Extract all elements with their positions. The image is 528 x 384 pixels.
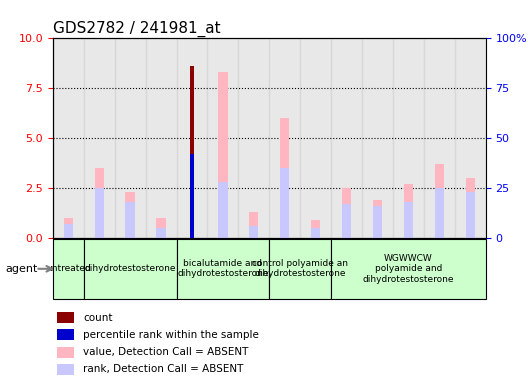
Bar — [57, 329, 74, 340]
Bar — [126, 192, 135, 238]
Bar — [393, 38, 424, 238]
Text: WGWWCW
polyamide and
dihydrotestosterone: WGWWCW polyamide and dihydrotestosterone — [363, 254, 454, 284]
Bar — [95, 188, 104, 238]
Bar — [342, 188, 351, 238]
Bar — [156, 228, 166, 238]
Bar — [404, 184, 413, 238]
Bar — [146, 38, 176, 238]
Text: dihydrotestosterone: dihydrotestosterone — [84, 264, 176, 273]
Bar — [466, 178, 475, 238]
Text: percentile rank within the sample: percentile rank within the sample — [83, 330, 259, 340]
Text: value, Detection Call = ABSENT: value, Detection Call = ABSENT — [83, 347, 249, 357]
Bar — [176, 38, 208, 238]
Bar — [126, 202, 135, 238]
Bar — [342, 204, 351, 238]
Bar — [311, 220, 320, 238]
Bar — [373, 206, 382, 238]
Text: GDS2782 / 241981_at: GDS2782 / 241981_at — [53, 21, 220, 37]
Bar — [424, 38, 455, 238]
Text: untreated: untreated — [46, 264, 91, 273]
Bar — [238, 38, 269, 238]
Bar — [57, 312, 74, 323]
Bar — [95, 168, 104, 238]
Bar — [455, 38, 486, 238]
Bar — [311, 228, 320, 238]
FancyBboxPatch shape — [84, 239, 176, 299]
Bar — [218, 72, 228, 238]
Bar — [115, 38, 146, 238]
Bar — [156, 218, 166, 238]
Bar — [218, 182, 228, 238]
FancyBboxPatch shape — [53, 239, 84, 299]
Text: count: count — [83, 313, 112, 323]
Bar — [57, 364, 74, 375]
FancyBboxPatch shape — [269, 239, 331, 299]
Bar — [300, 38, 331, 238]
Bar — [57, 347, 74, 358]
Text: rank, Detection Call = ABSENT: rank, Detection Call = ABSENT — [83, 364, 243, 374]
Bar — [280, 168, 289, 238]
Bar — [280, 118, 289, 238]
Text: control polyamide an
dihydrotestosterone: control polyamide an dihydrotestosterone — [252, 259, 348, 278]
Bar — [249, 212, 258, 238]
Bar — [208, 38, 238, 238]
Bar — [190, 66, 194, 238]
Bar — [466, 192, 475, 238]
Text: bicalutamide and
dihydrotestosterone: bicalutamide and dihydrotestosterone — [177, 259, 269, 278]
Bar — [190, 154, 194, 238]
Bar — [84, 38, 115, 238]
Bar — [53, 38, 84, 238]
Text: agent: agent — [5, 264, 37, 274]
Bar — [373, 200, 382, 238]
FancyBboxPatch shape — [331, 239, 486, 299]
Bar — [249, 226, 258, 238]
Bar — [331, 38, 362, 238]
Bar — [435, 164, 444, 238]
Bar — [362, 38, 393, 238]
Bar — [64, 218, 73, 238]
Bar — [435, 188, 444, 238]
Bar — [64, 224, 73, 238]
Bar — [269, 38, 300, 238]
FancyBboxPatch shape — [176, 239, 269, 299]
Bar — [404, 202, 413, 238]
